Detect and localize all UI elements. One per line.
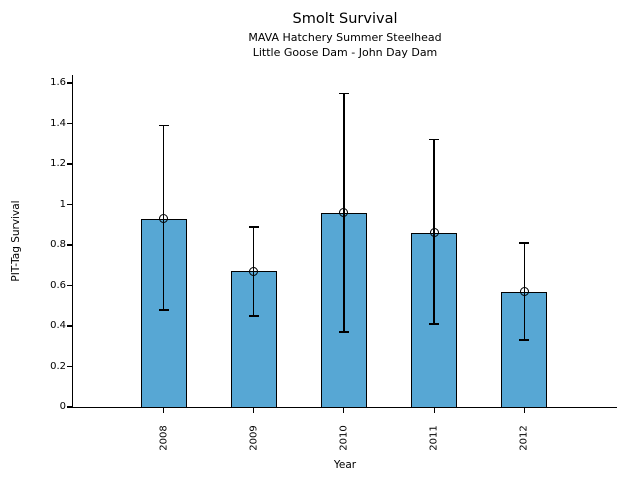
error-cap-bottom-2009 [248, 315, 259, 317]
x-tick [162, 408, 165, 413]
y-tick [67, 284, 72, 287]
error-cap-top-2010 [338, 92, 349, 94]
y-tick [67, 244, 72, 246]
y-tick [67, 163, 72, 165]
y-tick-label: 0 [59, 401, 66, 412]
x-axis-label: Year [333, 459, 357, 471]
error-cap-top-2011 [429, 139, 440, 141]
y-tick [67, 203, 72, 206]
marker-2008 [159, 214, 168, 224]
y-tick-label: 0.8 [50, 239, 66, 251]
x-tick [523, 408, 525, 413]
x-tick-label: 2012 [518, 425, 530, 451]
y-tick [67, 365, 72, 368]
marker-2009 [249, 266, 259, 276]
y-tick-label: 0.2 [50, 360, 66, 372]
x-tick-label: 2011 [428, 425, 440, 451]
error-cap-top-2012 [519, 242, 530, 244]
chart-title: Smolt Survival [292, 11, 398, 27]
y-tick-label: 0.6 [50, 279, 66, 291]
y-tick-label: 1.2 [50, 158, 66, 170]
x-tick-label: 2008 [158, 425, 169, 451]
y-tick [67, 122, 72, 125]
error-cap-bottom-2011 [429, 323, 440, 325]
x-tick [343, 408, 345, 413]
error-cap-top-2009 [248, 226, 259, 228]
y-axis-label: PIT-Tag Survival [10, 200, 22, 282]
error-cap-bottom-2008 [158, 309, 169, 311]
error-cap-bottom-2012 [519, 339, 530, 341]
y-tick [67, 325, 72, 327]
y-axis-spine [71, 75, 73, 409]
x-tick-label: 2009 [248, 425, 260, 451]
marker-2012 [519, 287, 529, 297]
y-tick-label: 1.6 [50, 77, 66, 89]
error-cap-bottom-2010 [338, 331, 349, 333]
chart-subtitle-line2: Little Goose Dam - John Day Dam [252, 46, 438, 59]
error-cap-top-2008 [158, 124, 169, 127]
marker-2010 [339, 208, 349, 218]
x-tick [253, 408, 255, 413]
chart-subtitle-line1: MAVA Hatchery Summer Steelhead [248, 31, 442, 44]
y-tick-label: 1.4 [50, 117, 66, 129]
y-tick [67, 406, 72, 408]
marker-2011 [429, 228, 439, 238]
x-tick [433, 408, 435, 413]
y-tick-label: 0.4 [50, 320, 66, 332]
y-tick [67, 82, 72, 84]
y-tick-label: 1 [59, 198, 66, 210]
x-tick-label: 2010 [338, 425, 350, 451]
